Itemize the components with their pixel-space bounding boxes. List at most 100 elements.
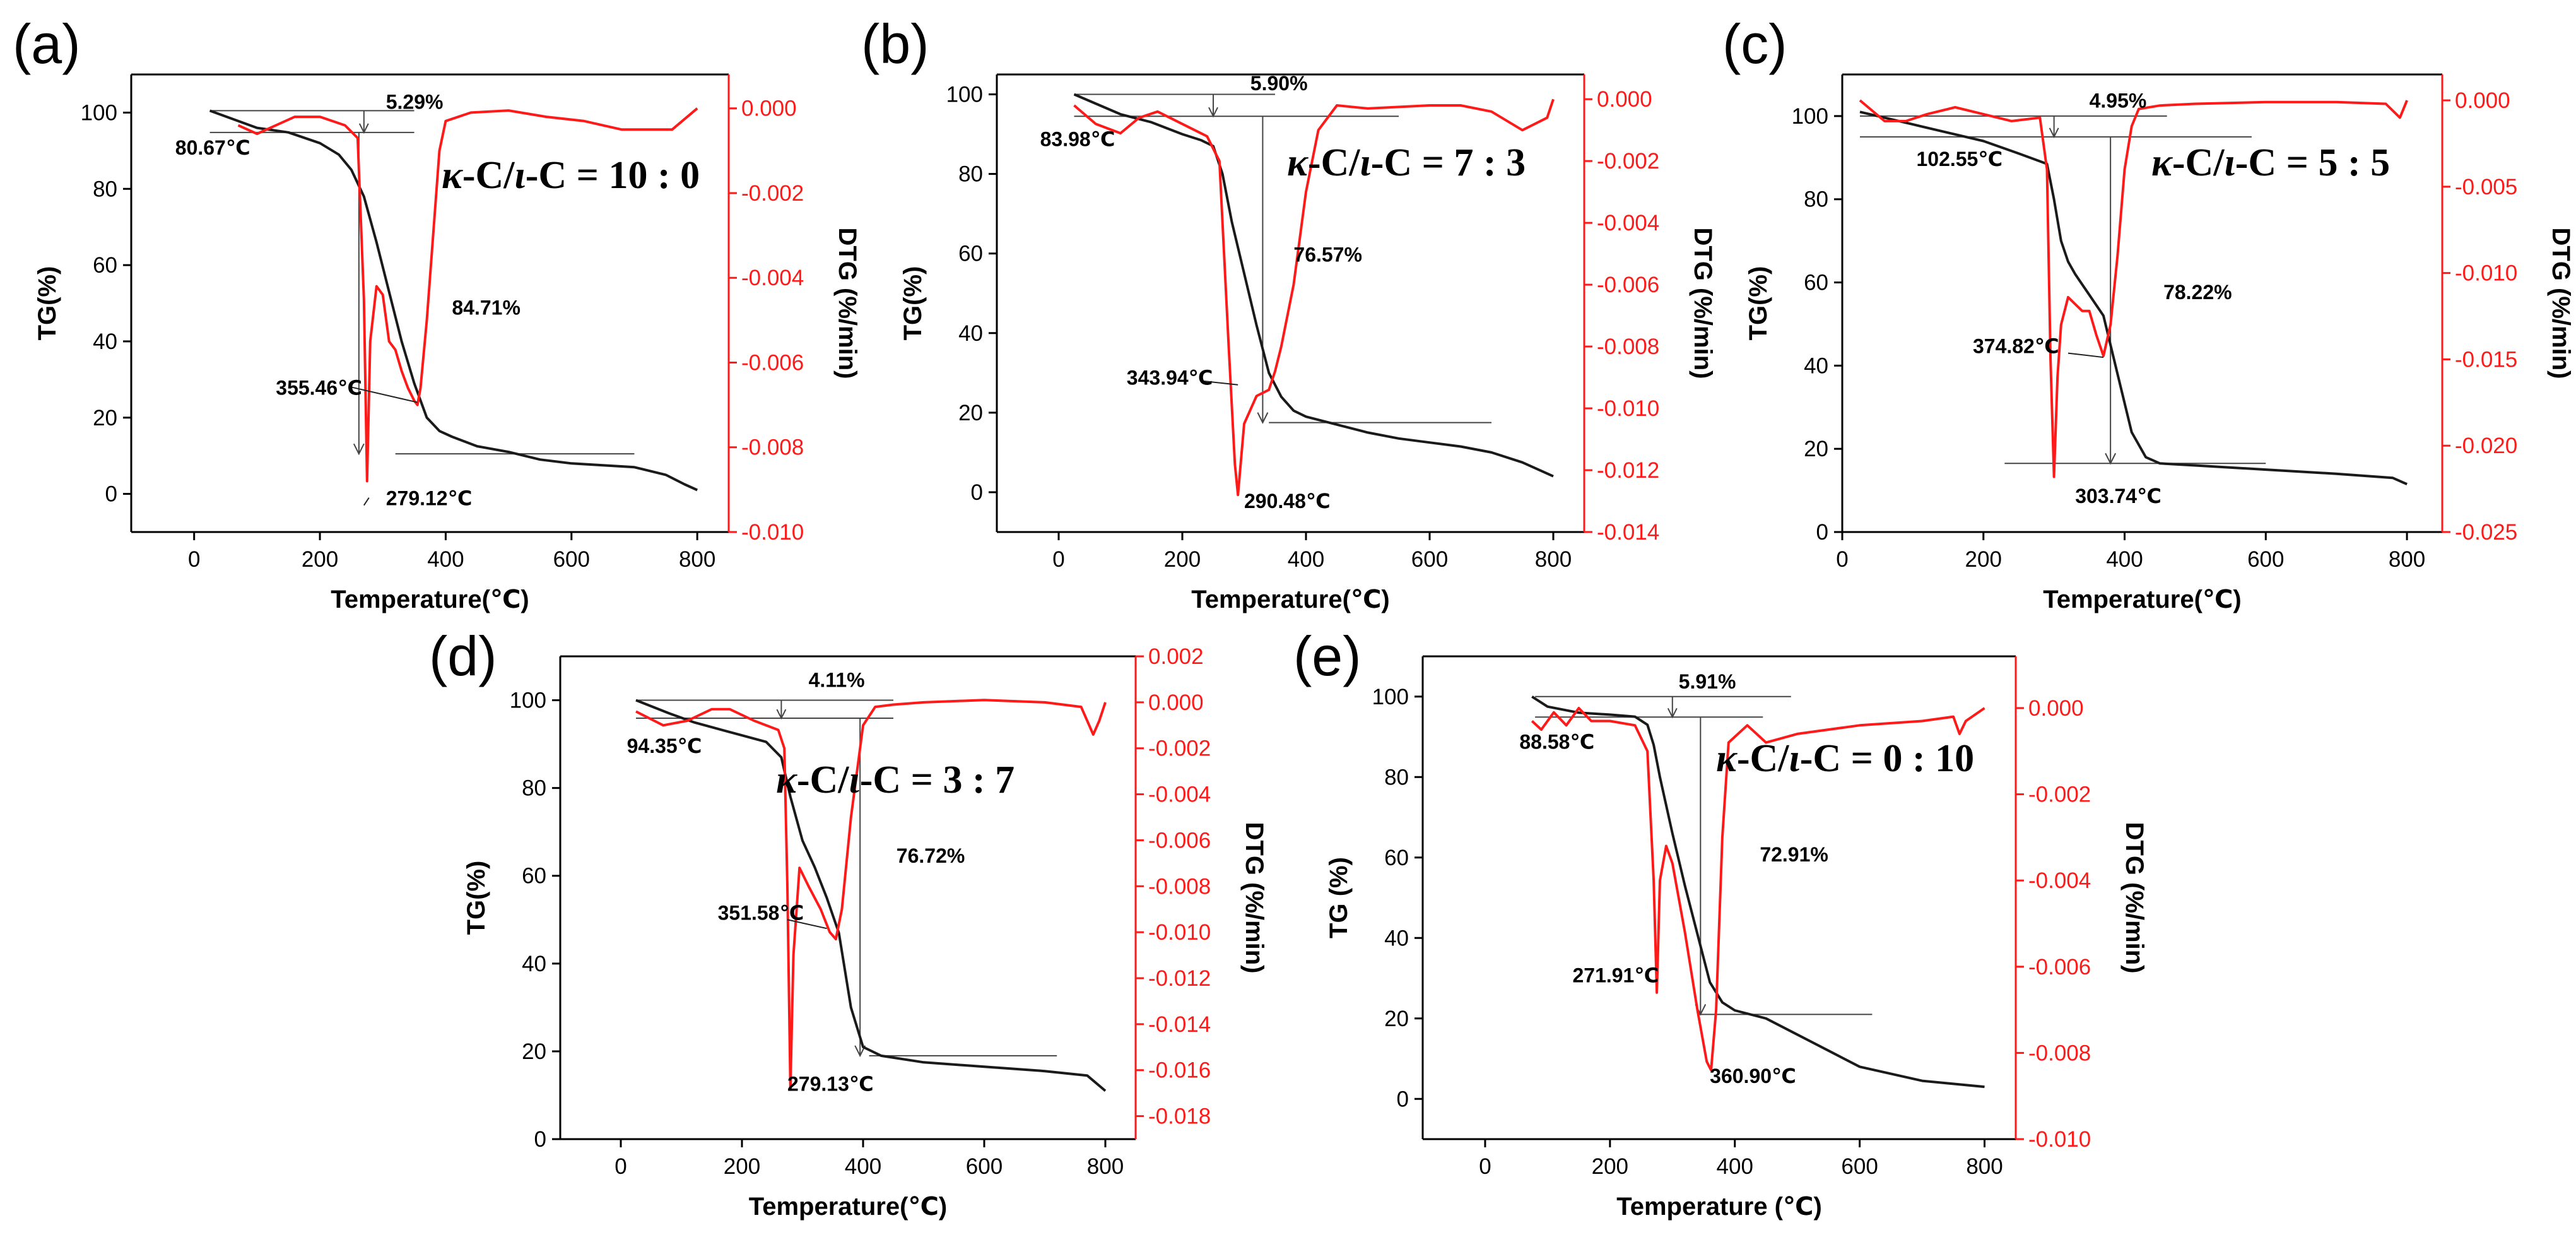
x-tick-label: 0 <box>1836 547 1848 572</box>
y2-tick-label: -0.008 <box>1148 874 1211 899</box>
series-dtg-line <box>1073 98 1555 497</box>
y-tick-label: 0 <box>105 482 117 507</box>
annotation-label: 360.90℃ <box>1710 1065 1796 1087</box>
ratio-title-part: -C/ <box>2172 141 2225 184</box>
x-tick-label: 400 <box>1288 547 1324 572</box>
ratio-title-part: ι <box>1360 141 1371 184</box>
y-tick-label: 80 <box>958 162 983 187</box>
annotation-label: 351.58℃ <box>718 901 804 924</box>
panel-d: 0 200 400 600 800 0 20 40 60 80 100 -0.018 -0.016 -0.… <box>429 625 1268 1221</box>
ratio-title-part: κ <box>1716 737 1738 780</box>
x-tick-label: 200 <box>1965 547 2002 572</box>
y2-tick-label: -0.010 <box>1148 920 1211 945</box>
panel-a: 0 200 400 600 800 0 20 40 60 80 100 -0.010 -0.008 -0.… <box>13 13 861 613</box>
panel-letter: (a) <box>13 13 81 75</box>
y2-axis-title: DTG (%/min) <box>2547 228 2575 379</box>
x-tick-label: 200 <box>1164 547 1201 572</box>
y-tick-label: 20 <box>93 406 117 430</box>
y2-axis-title: DTG (%/min) <box>833 228 861 379</box>
y-tick-label: 20 <box>522 1039 546 1064</box>
series-tg-line <box>1859 110 2408 486</box>
annotation-label: 5.90% <box>1250 72 1308 95</box>
y2-tick-label: -0.002 <box>2028 783 2091 807</box>
y-tick-label: 100 <box>1372 685 1409 709</box>
x-axis-title: Temperature (℃) <box>1616 1193 1822 1221</box>
y-tick-label: 40 <box>958 321 983 346</box>
series-tg-line <box>635 699 1107 1092</box>
arrow-head <box>1208 107 1218 118</box>
x-tick-label: 0 <box>1479 1154 1491 1179</box>
y2-tick-label: -0.010 <box>741 520 804 545</box>
y2-tick-label: -0.006 <box>1148 828 1211 853</box>
x-tick-label: 600 <box>1841 1154 1878 1179</box>
x-tick-label: 800 <box>679 547 715 572</box>
y-tick-label: 60 <box>93 253 117 278</box>
y2-tick-label: -0.006 <box>1597 273 1659 297</box>
y-tick-label: 60 <box>522 864 546 889</box>
x-tick-label: 0 <box>615 1154 626 1179</box>
arrow-head <box>854 1045 866 1058</box>
y-tick-label: 80 <box>93 177 117 201</box>
annotation-label: 76.72% <box>897 844 965 867</box>
series-tg-line <box>1531 695 1985 1089</box>
series-dtg-line <box>237 107 698 483</box>
y-tick-label: 80 <box>1804 187 1828 212</box>
arrow-head <box>1667 707 1678 719</box>
y-tick-label: 20 <box>958 401 983 425</box>
ratio-title: κ-C/ι-C = 10 : 0 <box>442 154 700 197</box>
y2-tick-label: -0.004 <box>741 266 804 290</box>
ratio-title: κ-C/ι-C = 7 : 3 <box>1287 141 1526 184</box>
y-tick-label: 20 <box>1804 437 1828 461</box>
y2-tick-label: -0.005 <box>2455 175 2517 199</box>
x-axis-title: Temperature(℃) <box>2043 586 2241 613</box>
y-tick-label: 20 <box>1384 1007 1409 1031</box>
x-tick-label: 800 <box>2389 547 2425 572</box>
ratio-title-part: -C = 5 : 5 <box>2235 141 2390 184</box>
ratio-title: κ-C/ι-C = 5 : 5 <box>2151 141 2390 184</box>
arrow-head <box>2049 127 2059 139</box>
ratio-title-part: -C = 7 : 3 <box>1371 141 1526 184</box>
y2-axis-title: DTG (%/min) <box>1689 228 1717 379</box>
ratio-title: κ-C/ι-C = 3 : 7 <box>776 759 1015 801</box>
y2-tick-label: -0.012 <box>1148 966 1211 991</box>
panel-letter: (d) <box>429 625 497 687</box>
annotation-label: 94.35℃ <box>627 735 702 757</box>
x-tick-label: 200 <box>724 1154 760 1179</box>
ratio-title-part: -C/ <box>1737 737 1789 780</box>
pointer-arrow <box>787 919 827 930</box>
y2-tick-label: -0.008 <box>1597 334 1659 359</box>
y-tick-label: 0 <box>1397 1087 1409 1111</box>
y-tick-label: 80 <box>522 776 546 801</box>
x-tick-label: 400 <box>1717 1154 1753 1179</box>
x-tick-label: 200 <box>302 547 338 572</box>
annotation-label: 303.74℃ <box>2075 485 2161 507</box>
y-tick-label: 0 <box>534 1127 546 1152</box>
ratio-title-part: ι <box>1789 737 1800 780</box>
y2-tick-label: -0.002 <box>1597 149 1659 174</box>
y-tick-label: 100 <box>81 100 117 125</box>
x-tick-label: 800 <box>1535 547 1572 572</box>
x-tick-label: 400 <box>845 1154 881 1179</box>
y2-tick-label: 0.000 <box>741 97 797 121</box>
ratio-title-part: κ <box>1287 141 1309 184</box>
annotation-label: 80.67℃ <box>175 136 250 159</box>
panel-letter: (b) <box>861 13 929 75</box>
x-tick-label: 600 <box>966 1154 1003 1179</box>
arrow-head <box>353 443 365 456</box>
ratio-title-part: ι <box>849 759 860 801</box>
y2-tick-label: 0.000 <box>2455 88 2510 113</box>
annotation-label: 279.12℃ <box>386 487 473 510</box>
y2-axis-title: DTG (%/min) <box>1240 822 1268 974</box>
y2-tick-label: -0.015 <box>2455 347 2517 372</box>
y2-tick-label: -0.008 <box>741 435 804 460</box>
y2-tick-label: 0.000 <box>1148 690 1204 715</box>
y2-tick-label: -0.014 <box>1148 1012 1211 1037</box>
annotation-label: 343.94℃ <box>1127 367 1213 389</box>
y-tick-label: 100 <box>510 689 546 713</box>
x-tick-label: 600 <box>1411 547 1448 572</box>
annotation-label: 5.29% <box>386 90 444 113</box>
annotation-label: 83.98℃ <box>1040 127 1115 150</box>
ratio-title-part: κ <box>2151 141 2173 184</box>
annotation-label: 102.55℃ <box>1916 148 2003 170</box>
